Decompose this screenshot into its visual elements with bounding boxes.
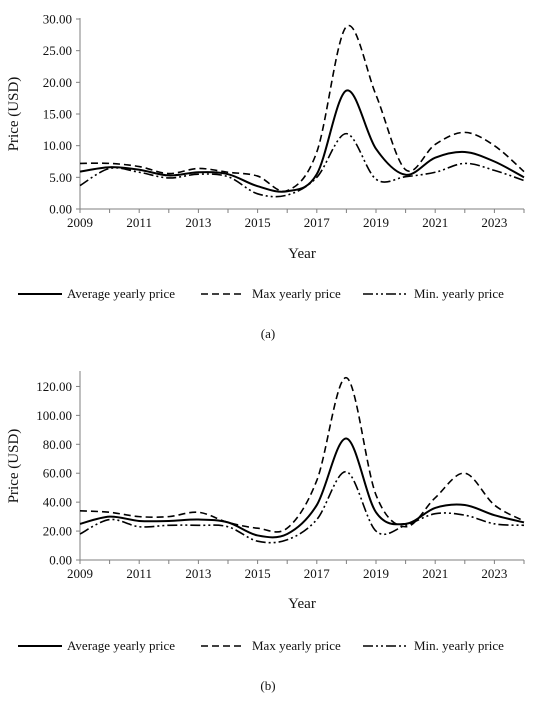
y-tick-label: 120.00 xyxy=(36,379,72,394)
series-line-average-yearly-price xyxy=(79,89,525,193)
x-tick-label: 2009 xyxy=(67,566,93,581)
y-tick-label: 5.00 xyxy=(49,170,72,185)
y-tick-label: 80.00 xyxy=(43,437,72,452)
y-tick-label: 25.00 xyxy=(43,43,72,58)
x-axis-title: Year xyxy=(288,596,316,612)
y-tick-label: 0.00 xyxy=(49,202,72,217)
y-tick-label: 10.00 xyxy=(43,138,72,153)
series-line-max-yearly-price xyxy=(79,24,525,193)
y-tick-label: 20.00 xyxy=(43,75,72,90)
y-tick-label: 30.00 xyxy=(43,12,72,27)
legend-label: Average yearly price xyxy=(67,286,175,301)
x-tick-label: 2023 xyxy=(481,215,507,230)
x-tick-label: 2019 xyxy=(363,566,389,581)
panel-caption: (b) xyxy=(260,678,275,693)
x-axis-title: Year xyxy=(288,246,316,262)
panel-caption: (a) xyxy=(261,326,275,341)
x-tick-label: 2015 xyxy=(245,215,271,230)
x-tick-label: 2013 xyxy=(185,566,211,581)
x-tick-label: 2015 xyxy=(245,566,271,581)
y-tick-label: 60.00 xyxy=(43,466,72,481)
x-tick-label: 2009 xyxy=(67,215,93,230)
x-tick-label: 2011 xyxy=(126,566,152,581)
legend-label: Average yearly price xyxy=(67,638,175,653)
chart-panel-1: 0.00 5.00 10.00 15.00 20.00 25.00 30.00 2009 201… xyxy=(6,12,525,341)
series-line-min-yearly-price xyxy=(79,132,525,198)
x-tick-label: 2017 xyxy=(304,215,331,230)
x-tick-label: 2011 xyxy=(126,215,152,230)
y-tick-label: 100.00 xyxy=(36,408,72,423)
series-line-average-yearly-price xyxy=(79,437,525,539)
legend-label: Max yearly price xyxy=(252,286,341,301)
x-tick-label: 2021 xyxy=(422,215,448,230)
x-tick-label: 2019 xyxy=(363,215,389,230)
y-tick-label: 15.00 xyxy=(43,107,72,122)
legend-label: Min. yearly price xyxy=(414,286,504,301)
legend-label: Max yearly price xyxy=(252,638,341,653)
x-tick-label: 2021 xyxy=(422,566,448,581)
series-line-max-yearly-price xyxy=(79,376,525,533)
y-tick-label: 40.00 xyxy=(43,495,72,510)
y-tick-label: 20.00 xyxy=(43,524,72,539)
y-tick-label: 0.00 xyxy=(49,553,72,568)
x-tick-label: 2023 xyxy=(481,566,507,581)
x-tick-label: 2017 xyxy=(304,566,331,581)
y-axis-title: Price (USD) xyxy=(6,77,22,152)
series-line-min-yearly-price xyxy=(79,470,525,544)
x-tick-label: 2013 xyxy=(185,215,211,230)
chart-panel-2: 0.00 20.00 40.00 60.00 80.00 100.00 120.00 2009… xyxy=(6,371,525,693)
legend-label: Min. yearly price xyxy=(414,638,504,653)
y-axis-title: Price (USD) xyxy=(6,429,22,504)
